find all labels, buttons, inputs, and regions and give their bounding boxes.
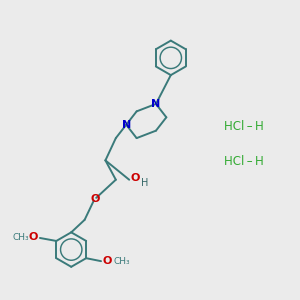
Text: N: N [151,99,160,109]
Text: O: O [103,256,112,266]
Text: HCl – H: HCl – H [224,120,264,133]
Text: HCl – H: HCl – H [224,155,264,168]
Text: H: H [141,178,148,188]
Text: O: O [130,173,140,183]
Text: N: N [122,120,131,130]
Text: CH₃: CH₃ [12,233,29,242]
Text: O: O [29,232,38,242]
Text: CH₃: CH₃ [113,257,130,266]
Text: O: O [90,194,100,204]
